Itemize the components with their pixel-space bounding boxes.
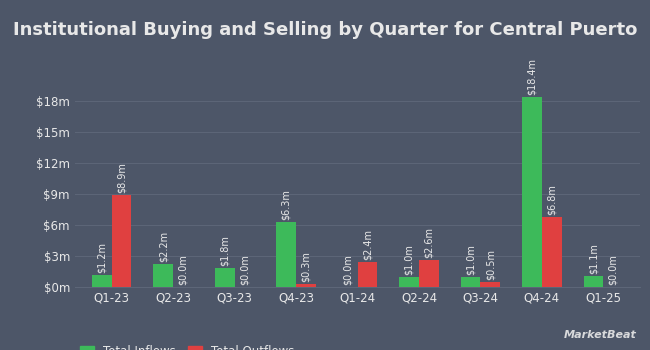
Bar [480,282,500,287]
Bar [522,97,542,287]
Text: MarketBeat: MarketBeat [564,329,637,340]
Text: $1.1m: $1.1m [588,243,599,274]
Text: $0.3m: $0.3m [301,251,311,282]
Text: $0.5m: $0.5m [486,249,495,280]
Text: $6.3m: $6.3m [281,189,291,220]
Text: $1.0m: $1.0m [465,244,476,275]
Text: $0.0m: $0.0m [608,254,618,285]
Text: $2.2m: $2.2m [158,231,168,262]
Text: $0.0m: $0.0m [343,254,353,285]
Text: $6.8m: $6.8m [547,184,557,215]
Text: $2.6m: $2.6m [424,227,434,258]
Bar [461,276,480,287]
Bar [542,217,562,287]
Bar [215,268,235,287]
Text: Institutional Buying and Selling by Quarter for Central Puerto: Institutional Buying and Selling by Quar… [13,21,637,39]
Bar [296,284,316,287]
Text: $2.4m: $2.4m [362,229,372,260]
Text: $0.0m: $0.0m [239,254,250,285]
Bar [419,260,439,287]
Text: $1.8m: $1.8m [220,236,229,266]
Bar [112,195,131,287]
Text: $1.2m: $1.2m [97,241,107,273]
Bar [584,276,603,287]
Text: $0.0m: $0.0m [178,254,188,285]
Text: $1.0m: $1.0m [404,244,414,275]
Bar [276,222,296,287]
Bar [153,264,173,287]
Legend: Total Inflows, Total Outflows: Total Inflows, Total Outflows [75,341,300,350]
Text: $8.9m: $8.9m [116,162,127,193]
Bar [92,275,112,287]
Bar [399,276,419,287]
Text: $18.4m: $18.4m [527,58,537,95]
Bar [358,262,377,287]
